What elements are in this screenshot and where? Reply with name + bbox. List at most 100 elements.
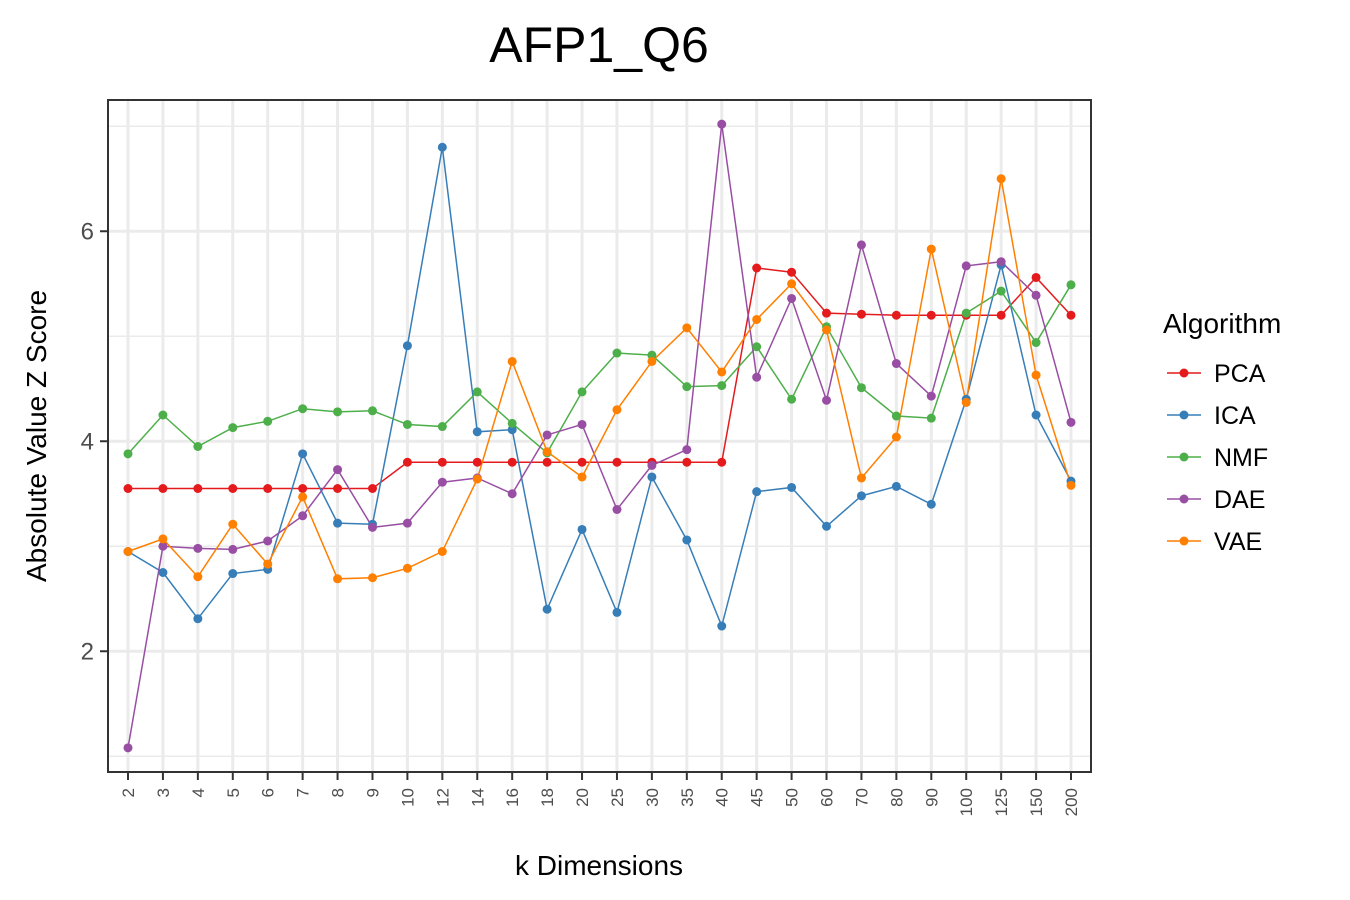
data-point-dae [612,505,622,514]
data-point-dae [263,536,273,546]
x-tick-label: 25 [608,788,627,807]
data-point-vae [996,174,1006,184]
data-point-nmf [961,308,971,318]
data-point-ica [612,607,622,617]
data-point-nmf [472,387,482,397]
data-point-ica [787,482,797,492]
data-point-nmf [926,413,936,423]
y-axis-title: Absolute Value Z Score [21,290,52,582]
x-tick-label: 12 [433,788,452,807]
data-point-ica [647,472,657,482]
data-point-dae [752,372,762,382]
data-point-vae [228,519,238,529]
data-point-dae [961,261,971,271]
data-point-vae [437,547,447,556]
legend-title: Algorithm [1163,308,1281,339]
data-point-pca [752,263,762,273]
series-line-pca [128,267,1072,490]
data-point-dae [787,293,797,303]
data-point-ica [1031,410,1041,420]
data-point-ica [298,449,308,459]
x-tick-label: 20 [573,788,592,807]
x-tick-label: 7 [294,788,313,797]
data-point-nmf [263,416,273,426]
data-point-nmf [123,449,133,459]
data-point-pca [158,484,168,493]
x-tick-label: 2 [119,788,138,797]
data-point-dae [542,430,552,440]
data-point-vae [612,405,622,415]
data-point-ica [577,524,587,534]
legend-label-vae: VAE [1214,528,1262,556]
data-point-ica [856,491,866,501]
data-point-vae [787,279,797,289]
x-tick-label: 35 [678,788,697,807]
data-point-dae [437,477,447,487]
data-point-nmf [507,418,517,428]
data-point-pca [367,484,377,493]
x-tick-label: 40 [713,788,732,807]
data-point-pca [193,484,203,493]
data-point-pca [891,310,901,320]
data-point-nmf [647,350,657,360]
data-point-pca [333,484,343,493]
x-tick-label: 30 [643,788,662,807]
data-point-vae [856,473,866,483]
x-tick-label: 9 [363,788,382,797]
series-line-ica [127,147,1072,629]
data-point-pca [996,310,1006,320]
x-tick-label: 3 [154,788,173,797]
data-point-dae [507,489,517,499]
data-point-ica [158,568,168,577]
data-point-pca [263,484,273,493]
data-point-ica [333,518,343,528]
data-point-vae [682,323,692,333]
data-point-nmf [996,286,1006,296]
data-point-nmf [367,406,377,416]
legend-label-pca: PCA [1214,360,1266,388]
data-point-dae [577,419,587,429]
data-point-nmf [682,382,692,392]
data-point-dae [647,460,657,470]
data-point-dae [158,541,168,551]
data-point-nmf [193,442,203,451]
data-point-dae [822,395,832,405]
data-point-vae [752,314,762,324]
x-tick-label: 150 [1027,788,1046,816]
x-tick-label: 200 [1062,788,1081,816]
data-point-vae [717,367,727,377]
data-point-pca [123,484,133,493]
data-point-vae [263,559,273,569]
data-point-dae [891,359,901,369]
data-point-dae [123,743,133,753]
legend-key-point [1179,452,1189,462]
data-point-vae [647,356,657,366]
x-tick-label: 6 [259,788,278,797]
data-point-pca [856,309,866,319]
x-tick-label: 8 [329,788,348,797]
data-point-vae [1031,370,1041,380]
data-point-vae [158,534,168,544]
x-tick-label: 10 [398,788,417,807]
data-point-dae [367,522,377,532]
data-point-dae [333,465,343,475]
data-point-ica [402,341,412,351]
x-tick-label: 125 [992,788,1011,816]
data-point-ica [752,487,762,497]
x-tick-label: 16 [503,788,522,807]
legend-key-point [1179,410,1189,420]
data-point-dae [228,544,238,554]
x-tick-label: 50 [783,788,802,807]
data-point-nmf [717,381,727,391]
data-point-vae [542,447,552,457]
data-point-vae [123,547,133,556]
data-point-dae [1031,290,1041,300]
data-point-ica [228,569,238,579]
data-point-vae [298,492,308,502]
data-point-nmf [891,411,901,421]
x-axis-title: k Dimensions [515,850,683,881]
data-point-ica [193,614,203,624]
data-point-nmf [228,423,238,433]
data-point-nmf [298,404,308,414]
series-line-nmf [127,284,1072,455]
